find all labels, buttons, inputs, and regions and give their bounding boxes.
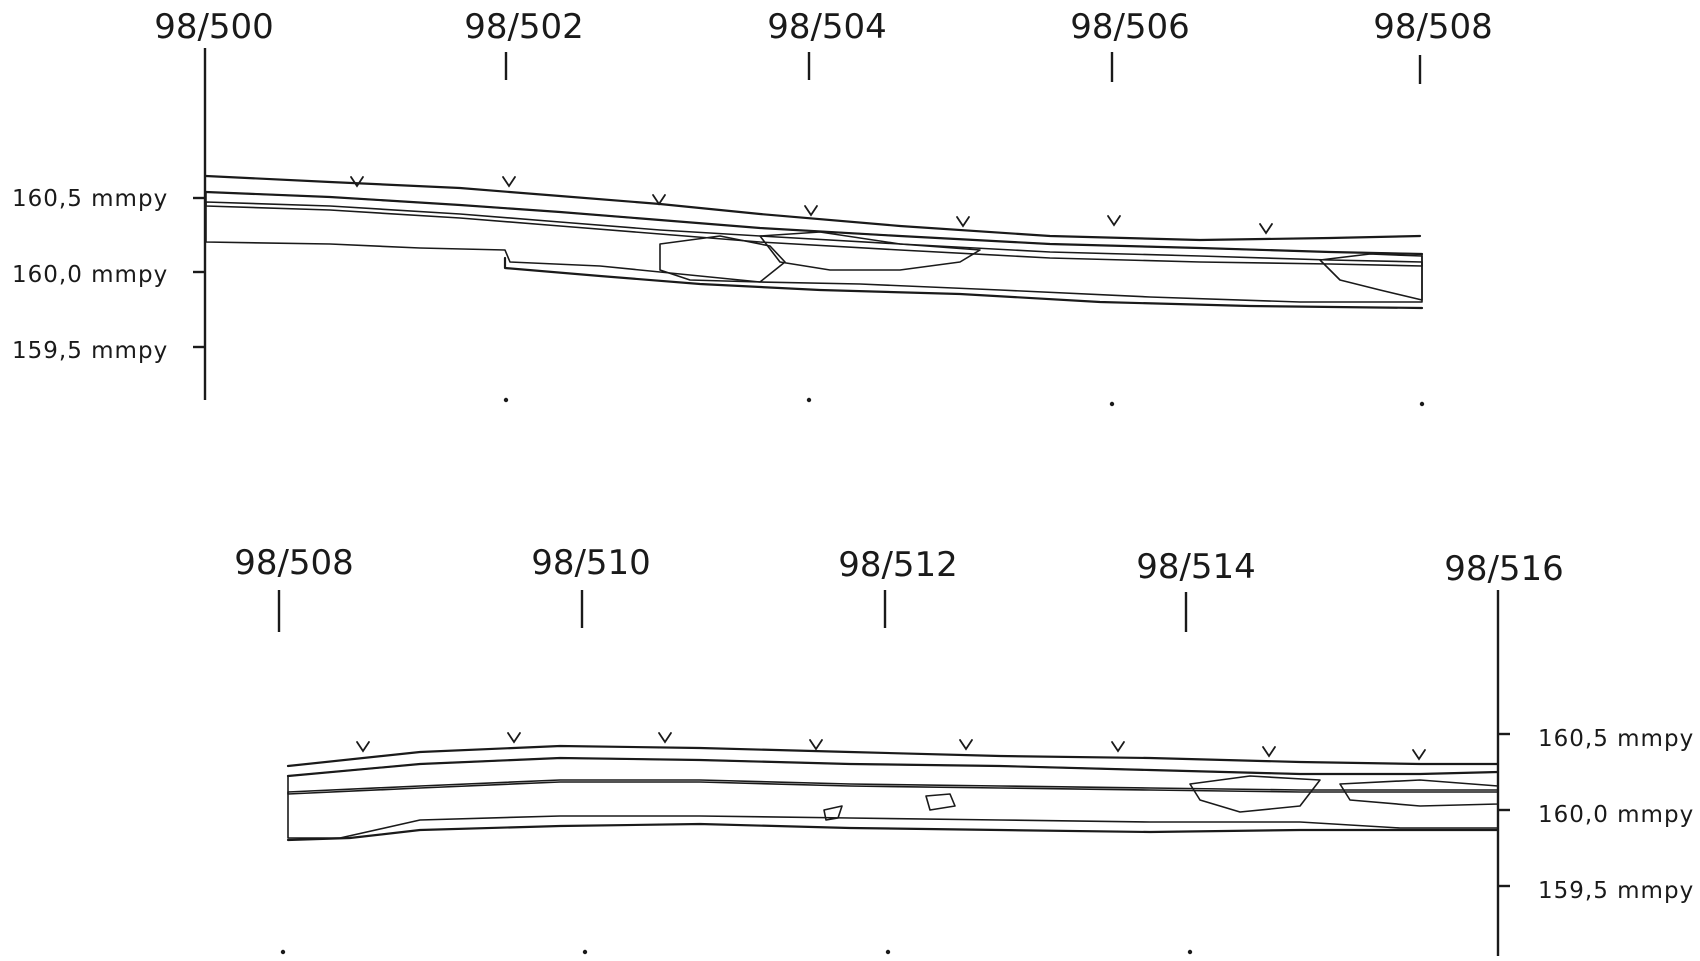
diagonal-hatch-layer [287, 757, 1499, 795]
station-label: 98/500 [154, 7, 274, 47]
elevation-label: 160,0 mmpy [1538, 802, 1694, 828]
station-label: 98/506 [1070, 7, 1190, 47]
ground-surface-line [286, 744, 1500, 768]
pocket-outline [925, 793, 956, 811]
station-label: 98/508 [1373, 7, 1493, 47]
station-label: 98/512 [838, 545, 958, 585]
reference-dot [280, 949, 286, 955]
reference-dot [806, 397, 812, 403]
layer-boundary [286, 756, 1500, 778]
station-label: 98/502 [464, 7, 584, 47]
vertical-hatch-layer [287, 779, 1499, 839]
grass-marks [350, 176, 1273, 235]
reference-dot [885, 949, 891, 955]
layer-boundary [204, 190, 1424, 256]
elevation-label: 160,5 mmpy [1538, 726, 1694, 752]
grass-marks [356, 732, 1426, 761]
reference-dot [1109, 401, 1115, 407]
station-label: 98/510 [531, 543, 651, 583]
elevation-label: 159,5 mmpy [1538, 878, 1694, 904]
pocket-outline [823, 805, 843, 821]
diagonal-hatch-layer [205, 191, 1423, 267]
horizontal-hatch-lens [659, 235, 786, 283]
diagonal-hatch-lens [1319, 253, 1423, 301]
bottom-line [503, 256, 1424, 310]
ground-surface-line [204, 174, 1422, 242]
elevation-label: 160,5 mmpy [12, 186, 168, 212]
profile-1: 98/500 98/502 98/504 98/506 98/508 160,5… [12, 7, 1493, 407]
elevation-label: 159,5 mmpy [12, 338, 168, 364]
station-label: 98/504 [767, 7, 887, 47]
reference-dot [1419, 401, 1425, 407]
reference-dot [1187, 949, 1193, 955]
station-label: 98/508 [234, 543, 354, 583]
station-label: 98/514 [1136, 547, 1256, 587]
bottom-line [286, 822, 1500, 842]
vertical-hatch-layer [205, 201, 1423, 303]
reference-dot [582, 949, 588, 955]
horizontal-hatch-lens [1339, 779, 1499, 807]
diagonal-hatch-lens [759, 231, 981, 271]
diagonal-hatch-lens [1189, 775, 1321, 813]
station-label: 98/516 [1444, 549, 1564, 589]
elevation-label: 160,0 mmpy [12, 262, 168, 288]
profile-2: 98/508 98/510 98/512 98/514 98/516 160,5… [234, 543, 1694, 956]
reference-dot [503, 397, 509, 403]
